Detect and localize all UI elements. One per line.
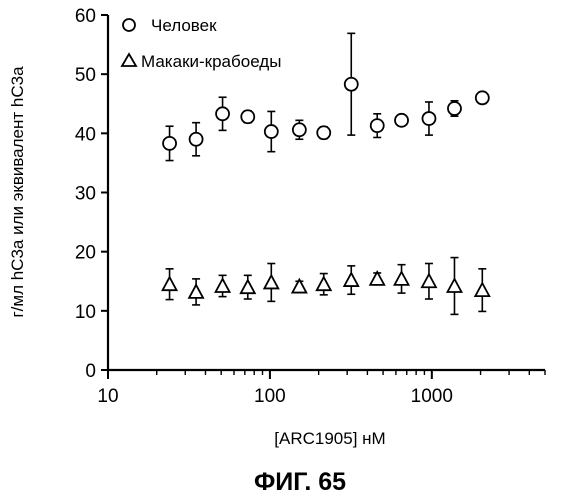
y-tick-label: 20 — [75, 243, 96, 264]
legend-label-macaque: Макаки-крабоеды — [141, 52, 281, 71]
data-point-triangle — [216, 279, 230, 292]
data-point-circle — [216, 107, 229, 120]
data-point-circle — [448, 102, 461, 115]
data-point-circle — [293, 123, 306, 136]
legend: Человек Макаки-крабоеды — [122, 16, 281, 71]
data-point-triangle — [344, 273, 358, 286]
data-point-triangle — [395, 272, 409, 285]
data-point-circle — [422, 112, 435, 125]
figure-caption: ФИГ. 65 — [254, 468, 346, 496]
plot-area — [163, 33, 490, 314]
legend-label-human: Человек — [151, 16, 217, 35]
y-tick-label: 50 — [75, 65, 96, 86]
data-point-circle — [265, 125, 278, 138]
y-tick-label: 30 — [75, 184, 96, 205]
data-point-circle — [241, 110, 254, 123]
legend-circle-marker — [123, 19, 135, 31]
y-ticks: 0 10 20 30 40 50 60 — [75, 6, 108, 382]
data-point-triangle — [447, 279, 461, 292]
x-tick-label: 10 — [97, 386, 118, 407]
data-point-triangle — [475, 283, 489, 296]
data-point-circle — [190, 133, 203, 146]
data-point-triangle — [163, 277, 177, 290]
data-point-circle — [371, 119, 384, 132]
y-tick-label: 0 — [85, 361, 96, 382]
x-tick-label: 1000 — [411, 386, 453, 407]
data-point-triangle — [292, 280, 306, 293]
y-tick-label: 10 — [75, 302, 96, 323]
data-point-circle — [163, 137, 176, 150]
data-point-triangle — [264, 275, 278, 288]
y-tick-label: 60 — [75, 6, 96, 27]
legend-triangle-marker — [122, 54, 136, 66]
x-tick-label: 100 — [254, 386, 286, 407]
series-macaque — [163, 258, 490, 315]
data-point-triangle — [189, 285, 203, 298]
y-tick-label: 40 — [75, 124, 96, 145]
x-axis-label: [ARC1905] нМ — [274, 429, 385, 448]
data-point-circle — [345, 78, 358, 91]
data-point-triangle — [422, 274, 436, 287]
data-point-triangle — [370, 272, 384, 285]
data-point-circle — [317, 126, 330, 139]
data-point-circle — [476, 91, 489, 104]
y-axis-label: г/мл hC3a или эквивалент hC3a — [8, 66, 27, 318]
x-ticks: 10 100 1000 — [97, 370, 545, 407]
data-point-circle — [395, 114, 408, 127]
data-point-triangle — [241, 280, 255, 293]
data-point-triangle — [317, 277, 331, 290]
